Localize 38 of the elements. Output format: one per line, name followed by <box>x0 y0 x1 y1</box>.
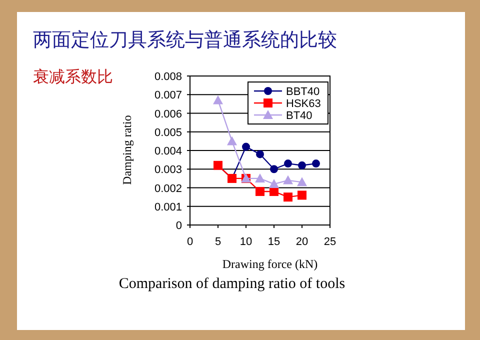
point <box>283 175 293 184</box>
text: Comparison of damping ratio of tools <box>118 276 346 292</box>
point <box>312 160 320 168</box>
y-tick-label: 0.002 <box>154 182 182 195</box>
point <box>255 173 265 182</box>
x-tick-label: 15 <box>268 236 280 248</box>
x-tick-label: 20 <box>296 236 308 248</box>
y-tick-label: 0.007 <box>154 90 182 102</box>
point <box>269 179 279 188</box>
point <box>256 150 264 158</box>
point <box>242 142 250 151</box>
x-tick-label: 10 <box>240 236 252 248</box>
y-tick-label: 0.003 <box>154 164 182 176</box>
y-tick-label: 0.005 <box>154 126 182 139</box>
point <box>298 161 306 170</box>
y-tick-label: 0.001 <box>154 201 182 214</box>
chart-title: 两面定位刀具系统与普通系统的比较 <box>33 29 337 51</box>
point <box>256 186 264 196</box>
point <box>227 136 237 146</box>
legend-label: HSK63 <box>286 98 321 110</box>
point <box>270 165 278 174</box>
point <box>284 192 292 202</box>
y-tick-label: 0.004 <box>154 146 182 158</box>
y-tick-label: 0 <box>176 220 182 232</box>
y-tick-label: 0.008 <box>154 71 182 83</box>
point <box>213 95 223 104</box>
y-tick-label: 0.006 <box>154 108 182 120</box>
point <box>297 177 307 186</box>
x-axis-title: Drawing force (kN) <box>222 257 318 271</box>
y-axis-title: Damping ratio <box>120 115 134 185</box>
legend-label: BT40 <box>286 110 312 122</box>
x-tick-label: 0 <box>186 236 194 248</box>
point <box>298 190 306 200</box>
x-tick-label: 5 <box>214 236 222 248</box>
point <box>284 160 292 168</box>
chart-subtitle: 衰减系数比 <box>33 68 113 86</box>
x-tick-label: 25 <box>324 236 336 248</box>
legend-label: BBT40 <box>286 86 320 98</box>
